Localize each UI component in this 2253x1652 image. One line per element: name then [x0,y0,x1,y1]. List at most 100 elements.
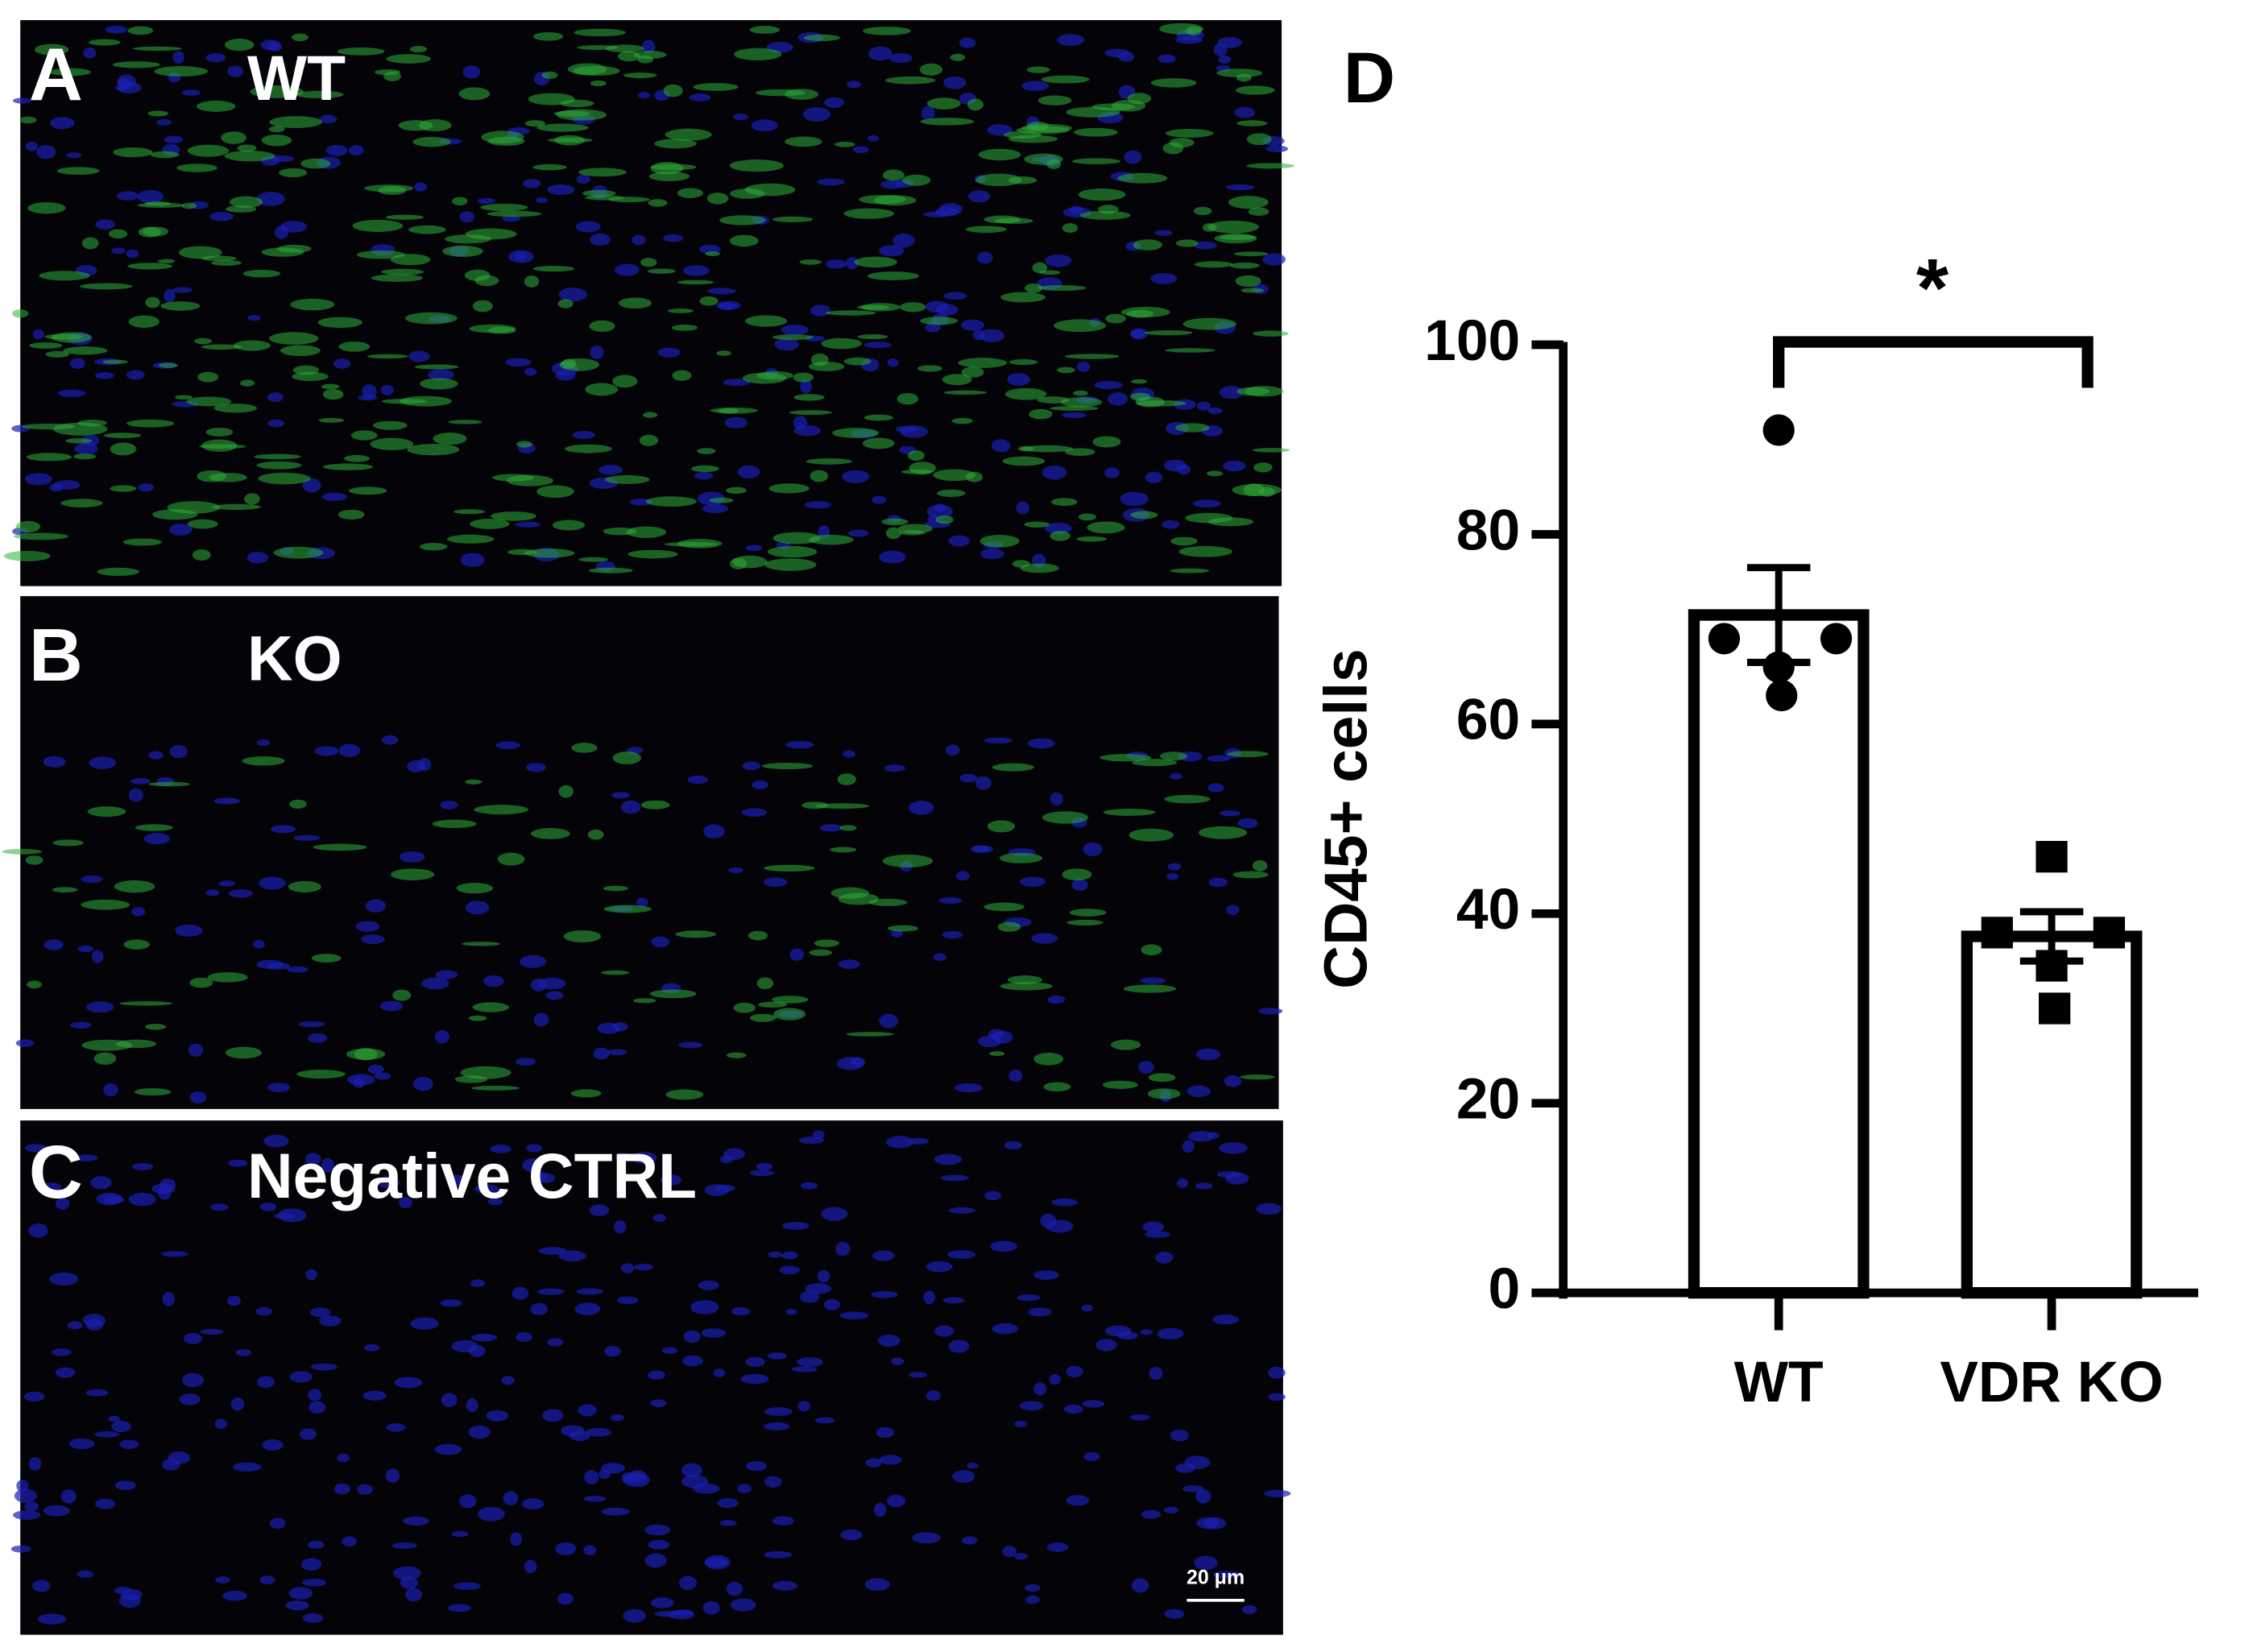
nucleus [287,966,309,973]
nucleus [524,367,537,376]
nucleus [1025,1595,1040,1604]
stain [1216,68,1263,78]
stain [194,337,212,345]
stain [1131,379,1148,384]
nucleus [984,1190,1002,1201]
nucleus [948,1339,970,1353]
nucleus [724,416,748,429]
nucleus [521,1498,545,1509]
stain [992,763,1034,772]
stain [1198,826,1248,839]
nucleus [648,1539,670,1550]
nucleus [746,1461,767,1472]
nucleus [209,211,234,222]
nucleus [105,25,128,34]
stain [605,44,644,53]
nucleus [116,191,139,201]
stain [26,453,72,462]
stain [1050,530,1071,541]
nucleus [751,119,778,132]
stain [407,443,460,456]
stain [142,226,169,237]
stain [404,312,458,325]
nucleus [181,89,201,96]
nucleus [742,761,761,771]
nucleus [1083,842,1103,857]
nucleus [682,1355,703,1367]
stain [186,396,232,407]
stain [1147,1088,1181,1099]
nucleus [1187,1085,1211,1098]
nucleus [650,1399,667,1408]
nucleus [537,1173,556,1183]
nucleus [583,1545,597,1555]
stain [338,342,371,352]
nucleus [400,1576,419,1589]
nucleus [117,74,136,89]
stain [809,949,833,956]
stain [1062,223,1079,234]
nucleus [1066,1495,1090,1506]
stain [1024,521,1050,528]
nucleus [642,39,656,54]
nucleus [50,117,75,130]
nucleus [434,1443,462,1455]
nucleus [1218,55,1232,64]
stain [1193,206,1212,216]
nucleus [24,1501,39,1512]
nucleus [49,1272,78,1286]
nucleus [648,1370,665,1380]
nucleus [86,1001,114,1013]
nucleus [1140,977,1166,984]
nucleus [636,897,648,908]
stain [52,839,84,847]
stain [919,63,943,76]
stain [1182,317,1237,330]
nucleus [868,46,893,61]
stain [480,203,528,212]
stain [288,880,321,892]
nucleus [32,1580,51,1592]
nucleus [103,1083,118,1097]
stain [1253,462,1273,473]
stain [926,97,961,110]
stain [1243,483,1265,496]
nucleus [1118,52,1135,62]
nucleus [782,1221,810,1230]
nucleus [1241,1604,1257,1614]
stain [536,123,589,132]
stain [997,921,1021,932]
nucleus [1175,35,1203,44]
nucleus [526,1144,542,1153]
stain [885,527,901,540]
stain [27,202,66,214]
stain [1051,498,1078,507]
nucleus [1265,145,1289,153]
stain [979,535,1020,548]
nucleus [975,776,992,790]
nucleus [130,778,151,785]
nucleus [886,1494,906,1508]
stain [114,880,155,893]
nucleus [1124,150,1142,164]
x-tick-label: WT [1734,1350,1824,1414]
nucleus [362,1390,387,1401]
nucleus [1182,1140,1195,1153]
nucleus [356,1484,374,1495]
nucleus [523,179,541,188]
stain [920,317,959,325]
stain [867,271,919,280]
stain [313,843,367,851]
stain [603,885,628,892]
stain [205,427,234,437]
nucleus [255,1306,273,1316]
nucleus [1042,465,1067,480]
nucleus [607,1049,627,1056]
y-axis-label: CD45+ cells [1312,648,1380,989]
stain [1078,188,1126,201]
stain [1169,138,1195,148]
stain [1037,285,1087,292]
stain [1102,1080,1138,1089]
nucleus [66,152,82,159]
stain [697,448,716,454]
